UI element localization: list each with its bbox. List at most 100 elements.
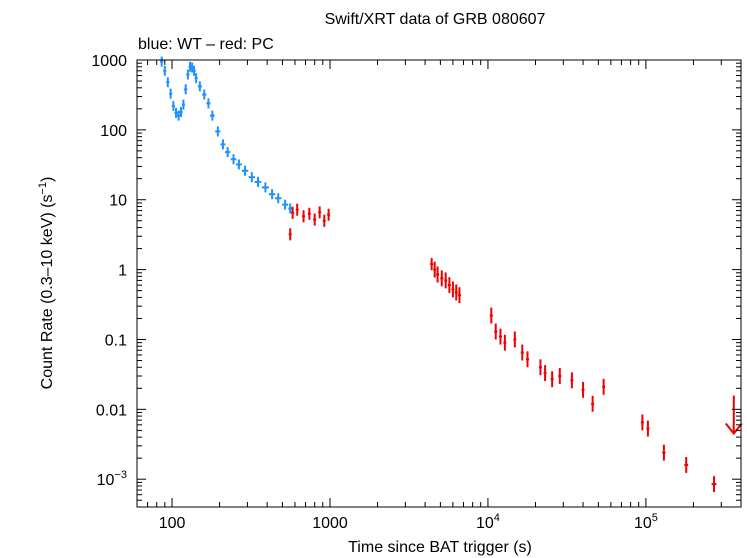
data-point [711, 476, 717, 493]
data-point [166, 77, 170, 88]
series-PC [288, 203, 743, 493]
data-point [268, 189, 276, 200]
data-point [440, 270, 444, 287]
y-axis-label-main: Count Rate (0.3–10 keV) (s [39, 195, 56, 390]
upper-limit-head [724, 422, 743, 436]
data-point [192, 65, 196, 76]
y-tick-label-base: 1 [118, 263, 127, 280]
y-tick-label-base: 0.1 [105, 332, 127, 349]
data-point [444, 272, 448, 289]
data-point [513, 331, 517, 348]
data-point [248, 172, 256, 183]
data-point [230, 154, 237, 165]
data-point [307, 207, 311, 220]
data-point [454, 284, 458, 301]
data-point [169, 88, 173, 99]
y-tick-label: 0.1 [105, 332, 127, 349]
data-point [327, 208, 331, 221]
data-point [503, 334, 507, 351]
data-point [225, 147, 231, 158]
x-tick-label: 104 [476, 512, 500, 532]
y-axis-label-close: ) [39, 177, 56, 182]
data-point [236, 159, 242, 170]
x-tick-label: 105 [634, 512, 658, 532]
data-point [602, 378, 606, 395]
y-tick-label-base: 100 [100, 123, 127, 140]
series-WT [160, 56, 293, 214]
data-point [684, 456, 689, 473]
data-point [241, 165, 249, 176]
y-tick-label: 0.01 [96, 402, 127, 419]
x-tick-label-base: 10 [476, 515, 494, 532]
plot-frame [136, 59, 742, 508]
y-tick-label-base: 0.01 [96, 402, 127, 419]
data-point [202, 89, 207, 100]
y-axis-label-sup: −1 [37, 182, 49, 195]
data-point [171, 100, 176, 111]
data-point [570, 372, 574, 389]
chart-subtitle: blue: WT – red: PC [138, 36, 274, 53]
data-point [436, 266, 440, 283]
data-point [581, 381, 585, 398]
data-point [174, 107, 178, 118]
data-point [550, 371, 554, 388]
data-point [186, 69, 190, 80]
data-point [254, 176, 262, 187]
data-point [274, 193, 282, 204]
y-axis: 1000 100 10 1 0.1 0.01 10−3 [91, 53, 741, 508]
data-point [646, 420, 650, 437]
data-point [179, 107, 183, 118]
data-point [538, 359, 542, 376]
data-point [640, 414, 644, 431]
data-point [662, 444, 666, 461]
x-axis-label: Time since BAT trigger (s) [348, 539, 532, 556]
data-point [322, 214, 326, 227]
data-point [451, 281, 455, 298]
data-point [194, 73, 198, 84]
data-point [302, 210, 306, 223]
x-tick-label: 1000 [312, 515, 348, 532]
data-point [163, 65, 167, 76]
y-axis-label: Count Rate (0.3–10 keV) (s−1) [37, 177, 56, 390]
data-point [318, 206, 322, 219]
data-point [220, 139, 226, 150]
y-tick-label: 10−3 [97, 469, 127, 489]
data-point [498, 328, 502, 345]
y-tick-label-base: 10 [109, 193, 127, 210]
y-tick-label: 10 [109, 193, 127, 210]
data-point [215, 126, 221, 137]
data-point [558, 368, 562, 384]
data-point [261, 182, 269, 193]
x-tick-label-base: 100 [159, 515, 186, 532]
y-tick-label: 1000 [91, 53, 127, 70]
data-point [210, 110, 215, 121]
data-point [457, 287, 461, 304]
y-tick-label-base: 1000 [91, 53, 127, 70]
data-point [282, 199, 289, 210]
data-point [288, 203, 293, 214]
data-point [489, 307, 493, 324]
data-point [181, 99, 185, 110]
x-tick-label: 100 [159, 515, 186, 532]
y-tick-label-exp: −3 [114, 469, 127, 481]
chart-title: Swift/XRT data of GRB 080607 [325, 11, 546, 28]
plot-points [160, 56, 743, 493]
x-tick-label-exp: 5 [652, 512, 658, 524]
y-tick-label: 100 [100, 123, 127, 140]
data-point [160, 56, 164, 67]
data-point [288, 228, 292, 241]
upper-limit-arrow [724, 395, 743, 436]
data-point [313, 213, 317, 226]
data-point [206, 98, 211, 109]
data-point [520, 344, 524, 361]
x-tick-label-base: 10 [634, 515, 652, 532]
data-point [197, 81, 202, 92]
data-point [494, 323, 498, 340]
data-point [291, 206, 295, 219]
x-axis: 100 1000 104 105 [136, 60, 742, 532]
data-point [433, 261, 437, 278]
x-tick-label-base: 1000 [312, 515, 348, 532]
data-point [430, 258, 434, 271]
x-tick-label-exp: 4 [494, 512, 500, 524]
